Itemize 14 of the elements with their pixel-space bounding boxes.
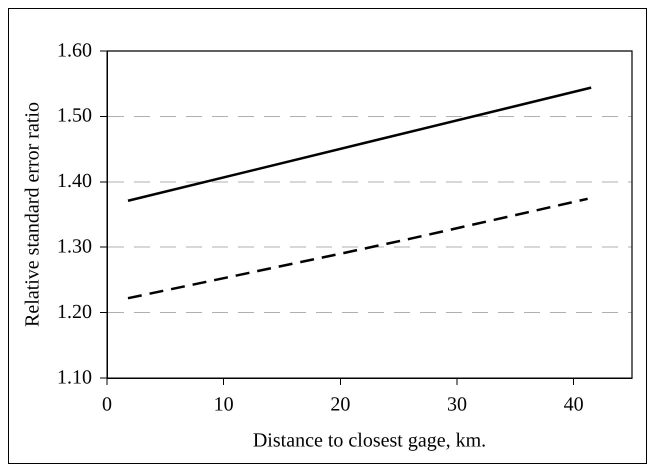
x-tick-label: 10: [214, 393, 234, 416]
x-tick-label: 0: [102, 393, 112, 416]
y-tick-label: 1.10: [57, 366, 92, 388]
x-axis-title: Distance to closest gage, km.: [252, 429, 486, 452]
y-tick-label: 1.30: [57, 235, 92, 258]
x-tick-label: 30: [447, 393, 467, 416]
y-tick-label: 1.20: [57, 300, 92, 323]
x-tick-label: 20: [330, 393, 350, 416]
y-tick-label: 1.50: [57, 104, 92, 127]
y-tick-label: 1.40: [57, 170, 92, 192]
line-series: [126, 198, 589, 300]
y-tick-label: 1.60: [57, 39, 92, 62]
x-tick-label: 40: [564, 393, 584, 416]
y-axis-title: Relative standard error ratio: [21, 102, 44, 327]
